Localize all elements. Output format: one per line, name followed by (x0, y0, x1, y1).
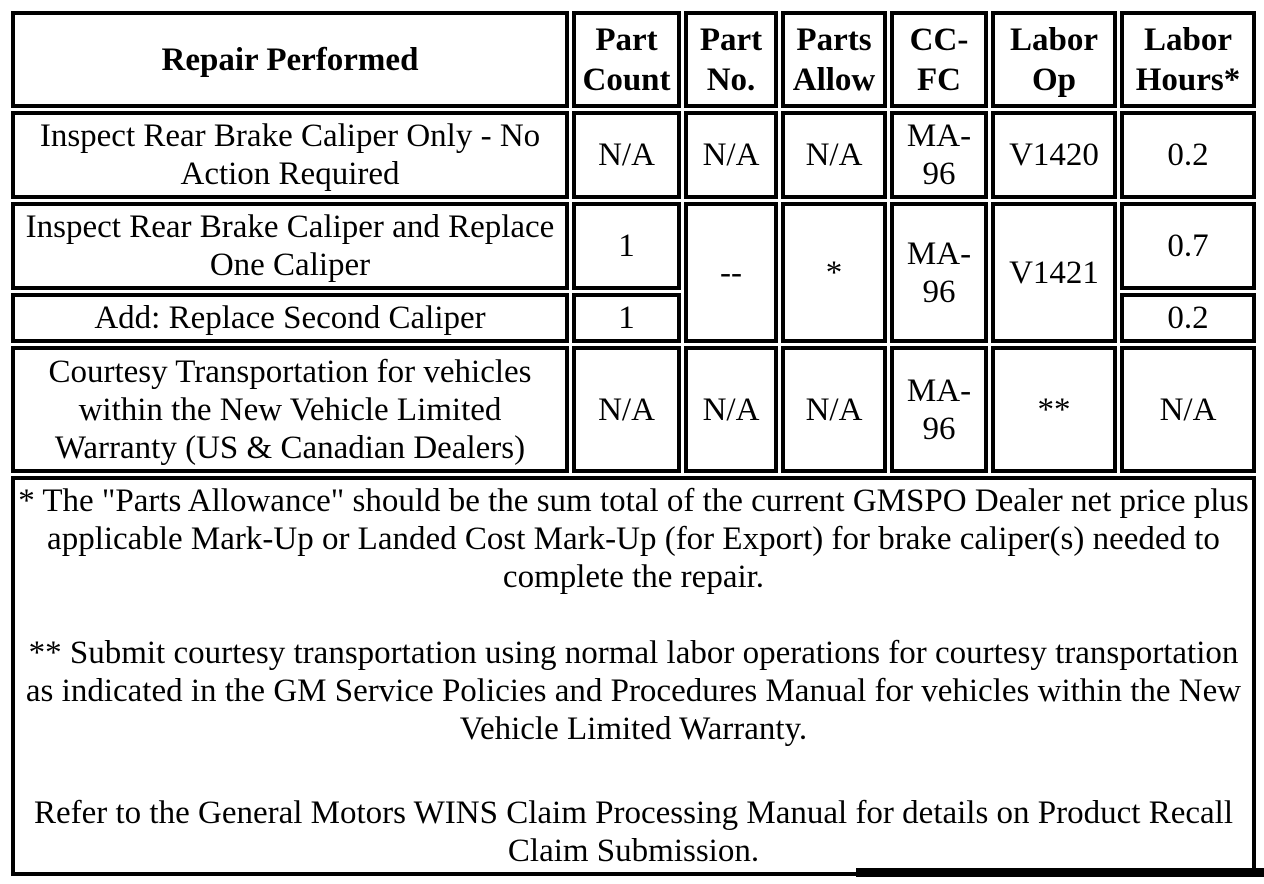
footnote-parts-allowance: * The "Parts Allowance" should be the su… (18, 483, 1249, 595)
column-header-repair-performed: Repair Performed (11, 11, 569, 108)
cell-part-no-courtesy-transportation: N/A (684, 346, 778, 473)
cell-repair-replace-one-caliper: Inspect Rear Brake Caliper and Replace O… (11, 202, 569, 290)
table-row-inspect-only: Inspect Rear Brake Caliper Only - No Act… (11, 111, 1256, 199)
footnote-claim-processing-manual: Refer to the General Motors WINS Claim P… (33, 795, 1234, 869)
table-header-row: Repair Performed Part Count Part No. Par… (11, 11, 1256, 108)
cell-labor-op-courtesy-transportation: ** (991, 346, 1117, 473)
cell-cc-fc-replace-calipers: MA-96 (890, 202, 988, 343)
column-header-cc-fc: CC-FC (890, 11, 988, 108)
cell-parts-allow-courtesy-transportation: N/A (781, 346, 887, 473)
cell-parts-allow-replace-calipers: * (781, 202, 887, 343)
cell-part-no-inspect-only: N/A (684, 111, 778, 199)
cell-part-count-inspect-only: N/A (572, 111, 681, 199)
cell-part-count-second-caliper: 1 (572, 293, 681, 343)
cell-part-no-replace-calipers: -- (684, 202, 778, 343)
scan-artifact-line (856, 868, 1264, 877)
cell-cc-fc-inspect-only: MA-96 (890, 111, 988, 199)
column-header-part-no: Part No. (684, 11, 778, 108)
cell-repair-courtesy-transportation: Courtesy Transportation for vehicles wit… (11, 346, 569, 473)
cell-cc-fc-courtesy-transportation: MA-96 (890, 346, 988, 473)
footnote-row: * The "Parts Allowance" should be the su… (11, 476, 1256, 876)
footnote-courtesy-transportation: ** Submit courtesy transportation using … (25, 635, 1242, 747)
claim-information-table: Repair Performed Part Count Part No. Par… (8, 8, 1259, 879)
cell-parts-allow-inspect-only: N/A (781, 111, 887, 199)
column-header-parts-allow: Parts Allow (781, 11, 887, 108)
cell-part-count-replace-one-caliper: 1 (572, 202, 681, 290)
cell-labor-hours-courtesy-transportation: N/A (1120, 346, 1256, 473)
footnotes-cell: * The "Parts Allowance" should be the su… (11, 476, 1256, 876)
cell-labor-hours-inspect-only: 0.2 (1120, 111, 1256, 199)
column-header-labor-op: Labor Op (991, 11, 1117, 108)
cell-labor-hours-second-caliper: 0.2 (1120, 293, 1256, 343)
column-header-part-count: Part Count (572, 11, 681, 108)
cell-part-count-courtesy-transportation: N/A (572, 346, 681, 473)
cell-labor-hours-replace-one-caliper: 0.7 (1120, 202, 1256, 290)
cell-labor-op-inspect-only: V1420 (991, 111, 1117, 199)
cell-repair-inspect-only: Inspect Rear Brake Caliper Only - No Act… (11, 111, 569, 199)
table-row-second-caliper: Add: Replace Second Caliper 1 0.2 (11, 293, 1256, 343)
cell-labor-op-replace-calipers: V1421 (991, 202, 1117, 343)
table-row-replace-one-caliper: Inspect Rear Brake Caliper and Replace O… (11, 202, 1256, 343)
column-header-labor-hours: Labor Hours* (1120, 11, 1256, 108)
table-row-courtesy-transportation: Courtesy Transportation for vehicles wit… (11, 346, 1256, 473)
cell-repair-second-caliper: Add: Replace Second Caliper (11, 293, 569, 343)
